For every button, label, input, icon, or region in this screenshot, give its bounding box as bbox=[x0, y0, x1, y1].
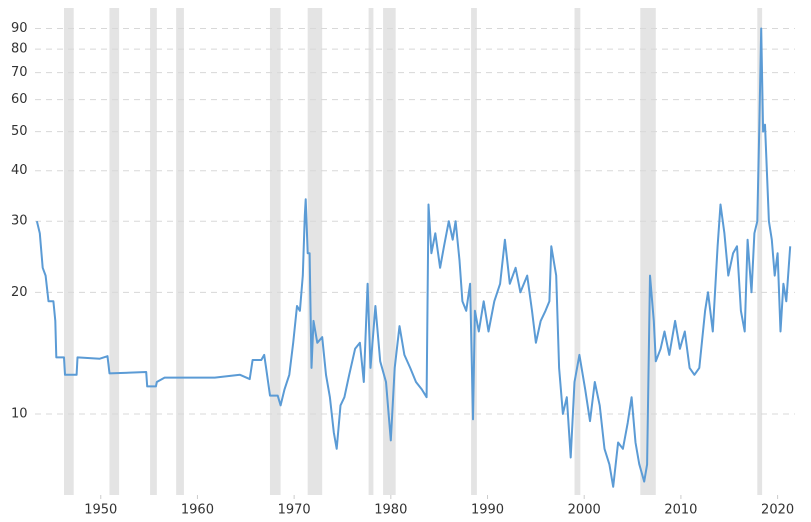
x-tick-label: 2020 bbox=[761, 503, 794, 518]
x-tick-label: 1980 bbox=[374, 503, 407, 518]
recession-band bbox=[574, 8, 581, 495]
x-tick-label: 2010 bbox=[664, 503, 697, 518]
y-tick-label: 70 bbox=[11, 65, 28, 80]
y-tick-label: 30 bbox=[11, 214, 28, 229]
recession-band bbox=[176, 8, 184, 495]
x-tick-label: 1990 bbox=[471, 503, 504, 518]
recession-band bbox=[307, 8, 323, 495]
recession-band bbox=[640, 8, 656, 495]
y-tick-label: 60 bbox=[11, 92, 28, 107]
recession-band bbox=[383, 8, 396, 495]
x-tick-label: 1950 bbox=[84, 503, 117, 518]
recession-band bbox=[471, 8, 477, 495]
x-tick-label: 1960 bbox=[181, 503, 214, 518]
y-tick-label: 10 bbox=[11, 406, 28, 421]
y-tick-label: 50 bbox=[11, 124, 28, 139]
recession-band bbox=[64, 8, 74, 495]
y-tick-label: 40 bbox=[11, 163, 28, 178]
data-line bbox=[35, 27, 792, 488]
y-tick-label: 90 bbox=[11, 21, 28, 36]
recession-band bbox=[757, 8, 763, 495]
y-tick-label: 80 bbox=[11, 42, 28, 57]
recession-band bbox=[109, 8, 120, 495]
x-tick-label: 1970 bbox=[278, 503, 311, 518]
x-tick-label: 2000 bbox=[568, 503, 601, 518]
y-tick-label: 20 bbox=[11, 285, 28, 300]
recession-band bbox=[368, 8, 374, 495]
recession-band bbox=[269, 8, 281, 495]
recession-band bbox=[150, 8, 157, 495]
